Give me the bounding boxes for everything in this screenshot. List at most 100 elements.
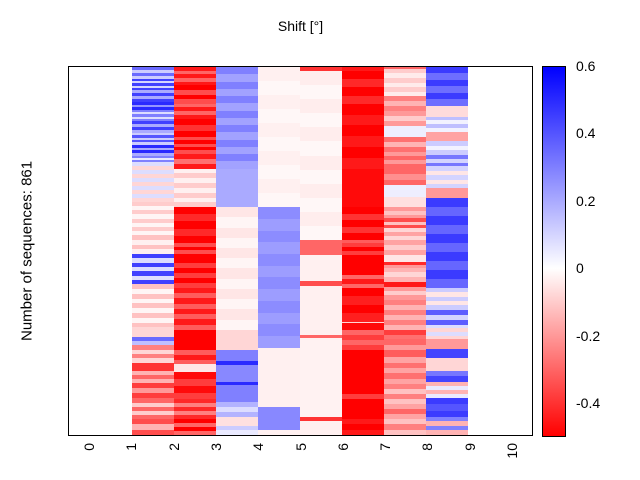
heatmap-cell-band: [257, 289, 301, 302]
heatmap-cell-band: [131, 193, 174, 199]
heatmap-cell-band: [426, 370, 469, 377]
heatmap-cell-band: [215, 88, 259, 97]
heatmap-cell-band: [215, 110, 259, 119]
heatmap-cell-band: [426, 296, 469, 302]
heatmap-cell-band: [426, 269, 469, 280]
heatmap-cell-band: [426, 305, 469, 311]
heatmap-cell-band: [215, 67, 259, 75]
heatmap-cell-band: [131, 160, 174, 163]
heatmap-cell-band: [173, 350, 217, 356]
heatmap-cell-band: [426, 166, 469, 172]
heatmap-cell-band: [384, 214, 427, 219]
heatmap-column-8-9: [426, 67, 469, 436]
heatmap-cell-band: [131, 239, 174, 245]
heatmap-cell-band: [257, 277, 301, 290]
heatmap-cell-band: [426, 251, 469, 262]
heatmap-cell-band: [342, 345, 385, 351]
heatmap-cell-band: [426, 394, 469, 399]
colorbar-tick-label--0.2: -0.2: [576, 327, 601, 344]
heatmap-cell-band: [257, 218, 301, 231]
heatmap-cell-band: [384, 164, 427, 169]
heatmap-cell-band: [173, 419, 217, 424]
heatmap-cell-band: [426, 206, 469, 216]
heatmap-cell-band: [173, 74, 217, 79]
heatmap-cell-band: [173, 267, 217, 274]
heatmap-cell-band: [426, 145, 469, 151]
heatmap-cell-band: [300, 338, 343, 418]
heatmap-cell-band: [426, 92, 469, 100]
heatmap-cell-band: [131, 201, 174, 207]
heatmap-cell-band: [173, 379, 217, 387]
heatmap-cell-band: [215, 278, 259, 290]
heatmap-cell-band: [342, 313, 385, 322]
x-tick-label-1: 1: [123, 443, 140, 451]
heatmap-cell-band: [215, 96, 259, 104]
heatmap-cell-band: [426, 86, 469, 94]
heatmap-cell-band: [384, 264, 427, 268]
heatmap-cell-band: [384, 218, 427, 222]
heatmap-cell-band: [342, 394, 385, 400]
heatmap-cell-band: [131, 147, 174, 151]
heatmap-cell-band: [426, 260, 469, 271]
heatmap-cell-band: [342, 287, 385, 297]
heatmap-cell-band: [131, 235, 174, 241]
heatmap-cell-band: [384, 207, 427, 212]
heatmap-cell-band: [131, 322, 174, 328]
heatmap-cell-band: [257, 347, 301, 408]
heatmap-cell-band: [173, 431, 217, 436]
heatmap-cell-band: [384, 295, 427, 300]
heatmap-cell-band: [426, 398, 469, 405]
heatmap-cell-band: [215, 161, 259, 169]
heatmap-cell-band: [426, 357, 469, 371]
heatmap-cell-band: [173, 277, 217, 284]
heatmap-cell-band: [131, 124, 174, 128]
heatmap-cell-band: [384, 210, 427, 215]
heatmap-cell-band: [426, 170, 469, 176]
heatmap-cell-band: [384, 378, 427, 385]
heatmap-cell-band: [173, 242, 217, 247]
heatmap-cell-band: [131, 271, 174, 276]
heatmap-cell-band: [384, 394, 427, 400]
heatmap-cell-band: [300, 255, 343, 282]
heatmap-cell-band: [131, 284, 174, 290]
heatmap-cell-band: [384, 155, 427, 161]
heatmap-cell-band: [426, 339, 469, 349]
x-tick-label-7: 7: [377, 443, 394, 451]
heatmap-cell-band: [426, 324, 469, 329]
heatmap-cell-band: [426, 385, 469, 391]
heatmap-cell-band: [300, 239, 343, 256]
heatmap-cell-band: [173, 385, 217, 393]
heatmap-cell-band: [131, 197, 174, 203]
heatmap-column-3-4: [215, 67, 259, 436]
heatmap-cell-band: [257, 324, 301, 337]
heatmap-cell-band: [384, 179, 427, 186]
heatmap-cell-band: [384, 87, 427, 93]
heatmap-cell-band: [131, 406, 174, 411]
heatmap-cell-band: [342, 95, 385, 105]
heatmap-cell-band: [384, 125, 427, 138]
heatmap-cell-band: [131, 139, 174, 143]
heatmap-cell-band: [131, 90, 174, 94]
heatmap-cell-band: [342, 274, 385, 280]
heatmap-cell-band: [426, 127, 469, 133]
heatmap-cell-band: [257, 95, 301, 110]
x-tick-label-10: 10: [503, 443, 520, 459]
heatmap-cell-band: [300, 141, 343, 156]
heatmap-cell-band: [426, 376, 469, 382]
heatmap-cell-band: [384, 272, 427, 278]
heatmap-cell-band: [342, 399, 385, 420]
heatmap-cell-band: [173, 143, 217, 148]
heatmap-cell-band: [131, 67, 174, 71]
heatmap-cell-band: [426, 328, 469, 333]
heatmap-cell-band: [173, 423, 217, 428]
heatmap-cell-band: [426, 287, 469, 293]
heatmap-cell-band: [173, 214, 217, 222]
heatmap-cell-band: [215, 81, 259, 90]
heatmap-cell-band: [215, 329, 259, 351]
heatmap-cell-band: [131, 81, 174, 84]
heatmap-cell-band: [131, 137, 174, 141]
heatmap-cell-band: [173, 250, 217, 255]
heatmap-cell-band: [173, 187, 217, 193]
heatmap-cell-band: [131, 158, 174, 161]
heatmap-cell-band: [173, 124, 217, 132]
